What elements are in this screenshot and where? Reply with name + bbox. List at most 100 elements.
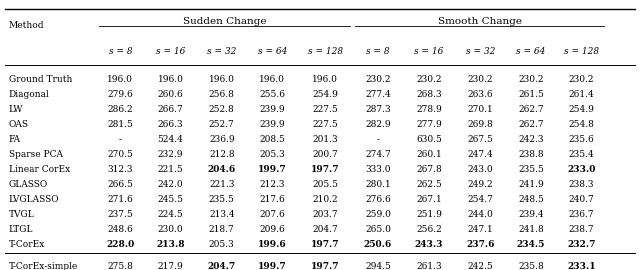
Text: 196.0: 196.0 bbox=[312, 75, 338, 84]
Text: 196.0: 196.0 bbox=[259, 75, 285, 84]
Text: 240.7: 240.7 bbox=[568, 195, 595, 204]
Text: 243.0: 243.0 bbox=[467, 165, 493, 174]
Text: 259.0: 259.0 bbox=[365, 210, 391, 219]
Text: 235.4: 235.4 bbox=[568, 150, 595, 159]
Text: 241.8: 241.8 bbox=[518, 225, 544, 234]
Text: 267.5: 267.5 bbox=[467, 135, 493, 144]
Text: LVGLASSO: LVGLASSO bbox=[9, 195, 60, 204]
Text: 233.0: 233.0 bbox=[567, 165, 596, 174]
Text: 270.1: 270.1 bbox=[467, 105, 493, 114]
Text: 244.0: 244.0 bbox=[467, 210, 493, 219]
Text: 279.6: 279.6 bbox=[108, 90, 133, 99]
Text: s = 128: s = 128 bbox=[308, 47, 342, 56]
Text: s = 8: s = 8 bbox=[109, 47, 132, 56]
Text: 254.9: 254.9 bbox=[568, 105, 595, 114]
Text: 230.2: 230.2 bbox=[468, 75, 493, 84]
Text: 199.7: 199.7 bbox=[258, 165, 287, 174]
Text: 278.9: 278.9 bbox=[416, 105, 442, 114]
Text: 270.5: 270.5 bbox=[108, 150, 133, 159]
Text: 241.9: 241.9 bbox=[518, 180, 544, 189]
Text: 221.5: 221.5 bbox=[157, 165, 184, 174]
Text: 255.6: 255.6 bbox=[259, 90, 285, 99]
Text: 199.6: 199.6 bbox=[258, 240, 287, 249]
Text: 209.6: 209.6 bbox=[259, 225, 285, 234]
Text: 245.5: 245.5 bbox=[157, 195, 184, 204]
Text: 239.4: 239.4 bbox=[518, 210, 544, 219]
Text: 232.9: 232.9 bbox=[158, 150, 183, 159]
Text: 247.1: 247.1 bbox=[467, 225, 493, 234]
Text: 203.7: 203.7 bbox=[312, 210, 338, 219]
Text: 243.3: 243.3 bbox=[415, 240, 444, 249]
Text: 196.0: 196.0 bbox=[157, 75, 184, 84]
Text: 261.5: 261.5 bbox=[518, 90, 544, 99]
Text: 266.7: 266.7 bbox=[157, 105, 184, 114]
Text: 213.8: 213.8 bbox=[156, 240, 185, 249]
Text: 256.2: 256.2 bbox=[416, 225, 442, 234]
Text: 200.7: 200.7 bbox=[312, 150, 338, 159]
Text: 256.8: 256.8 bbox=[209, 90, 235, 99]
Text: 230.2: 230.2 bbox=[417, 75, 442, 84]
Text: 230.2: 230.2 bbox=[569, 75, 594, 84]
Text: 236.7: 236.7 bbox=[568, 210, 595, 219]
Text: 196.0: 196.0 bbox=[209, 75, 235, 84]
Text: Diagonal: Diagonal bbox=[9, 90, 49, 99]
Text: Sudden Change: Sudden Change bbox=[182, 17, 266, 26]
Text: 263.6: 263.6 bbox=[467, 90, 493, 99]
Text: 524.4: 524.4 bbox=[157, 135, 184, 144]
Text: 238.8: 238.8 bbox=[518, 150, 544, 159]
Text: 260.6: 260.6 bbox=[157, 90, 184, 99]
Text: Ground Truth: Ground Truth bbox=[9, 75, 72, 84]
Text: 239.9: 239.9 bbox=[259, 120, 285, 129]
Text: FA: FA bbox=[9, 135, 21, 144]
Text: 275.8: 275.8 bbox=[108, 262, 133, 270]
Text: 266.3: 266.3 bbox=[157, 120, 184, 129]
Text: s = 64: s = 64 bbox=[516, 47, 545, 56]
Text: 261.4: 261.4 bbox=[568, 90, 595, 99]
Text: 227.5: 227.5 bbox=[312, 120, 338, 129]
Text: 230.2: 230.2 bbox=[365, 75, 390, 84]
Text: 242.5: 242.5 bbox=[467, 262, 493, 270]
Text: 287.3: 287.3 bbox=[365, 105, 391, 114]
Text: 217.9: 217.9 bbox=[157, 262, 184, 270]
Text: 254.7: 254.7 bbox=[467, 195, 493, 204]
Text: s = 128: s = 128 bbox=[564, 47, 599, 56]
Text: 277.9: 277.9 bbox=[416, 120, 442, 129]
Text: 247.4: 247.4 bbox=[467, 150, 493, 159]
Text: T-CorEx-simple: T-CorEx-simple bbox=[9, 262, 78, 270]
Text: 333.0: 333.0 bbox=[365, 165, 390, 174]
Text: 196.0: 196.0 bbox=[108, 75, 133, 84]
Text: 233.1: 233.1 bbox=[567, 262, 596, 270]
Text: 217.6: 217.6 bbox=[259, 195, 285, 204]
Text: OAS: OAS bbox=[9, 120, 29, 129]
Text: 237.6: 237.6 bbox=[466, 240, 495, 249]
Text: 286.2: 286.2 bbox=[108, 105, 133, 114]
Text: 236.9: 236.9 bbox=[209, 135, 235, 144]
Text: Smooth Change: Smooth Change bbox=[438, 17, 522, 26]
Text: 260.1: 260.1 bbox=[416, 150, 442, 159]
Text: 238.7: 238.7 bbox=[568, 225, 595, 234]
Text: 204.7: 204.7 bbox=[208, 262, 236, 270]
Text: 271.6: 271.6 bbox=[108, 195, 133, 204]
Text: 248.6: 248.6 bbox=[108, 225, 133, 234]
Text: Sparse PCA: Sparse PCA bbox=[9, 150, 63, 159]
Text: 276.6: 276.6 bbox=[365, 195, 391, 204]
Text: 224.5: 224.5 bbox=[157, 210, 184, 219]
Text: T-CorEx: T-CorEx bbox=[9, 240, 45, 249]
Text: 197.7: 197.7 bbox=[311, 240, 339, 249]
Text: 230.2: 230.2 bbox=[518, 75, 543, 84]
Text: 238.3: 238.3 bbox=[569, 180, 594, 189]
Text: 630.5: 630.5 bbox=[416, 135, 442, 144]
Text: 248.5: 248.5 bbox=[518, 195, 544, 204]
Text: 254.9: 254.9 bbox=[312, 90, 338, 99]
Text: 254.8: 254.8 bbox=[568, 120, 595, 129]
Text: 261.3: 261.3 bbox=[416, 262, 442, 270]
Text: 235.5: 235.5 bbox=[209, 195, 235, 204]
Text: 251.9: 251.9 bbox=[416, 210, 442, 219]
Text: TVGL: TVGL bbox=[9, 210, 35, 219]
Text: Method: Method bbox=[9, 21, 44, 30]
Text: 235.6: 235.6 bbox=[568, 135, 595, 144]
Text: 234.5: 234.5 bbox=[516, 240, 545, 249]
Text: 267.1: 267.1 bbox=[416, 195, 442, 204]
Text: 262.7: 262.7 bbox=[518, 105, 544, 114]
Text: LTGL: LTGL bbox=[9, 225, 33, 234]
